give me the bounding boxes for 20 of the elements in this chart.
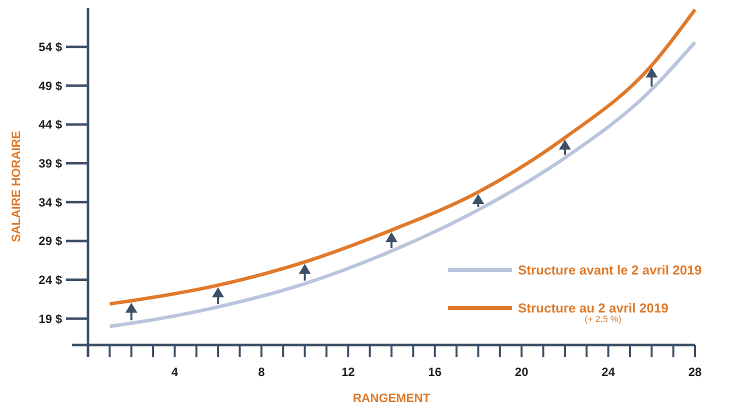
x-axis-title: RANGEMENT bbox=[352, 391, 431, 404]
x-tick-label: 24 bbox=[602, 365, 616, 379]
y-tick-label: 49 $ bbox=[38, 78, 62, 93]
y-axis-title: SALAIRE HORAIRE bbox=[9, 130, 23, 242]
y-tick-label: 34 $ bbox=[38, 195, 62, 210]
y-tick-label: 29 $ bbox=[38, 234, 62, 248]
x-tick-label: 12 bbox=[341, 365, 356, 379]
x-tick-label: 8 bbox=[258, 365, 266, 379]
x-tick-label: 28 bbox=[688, 365, 702, 379]
x-tick-label: 20 bbox=[514, 365, 529, 379]
y-tick-label: 24 $ bbox=[38, 272, 62, 287]
annotation: (+ 2,5 %) bbox=[584, 314, 622, 324]
x-tick-label: 16 bbox=[428, 365, 442, 379]
x-tick-label: 4 bbox=[171, 365, 178, 379]
y-tick-label: 44 $ bbox=[38, 118, 62, 132]
legend-label: Structure au 2 avril 2019 bbox=[518, 300, 668, 316]
y-tick-label: 39 $ bbox=[38, 156, 62, 170]
y-tick-label: 19 $ bbox=[38, 312, 62, 326]
y-tick-label: 54 $ bbox=[38, 40, 62, 54]
legend-label: Structure avant le 2 avril 2019 bbox=[518, 262, 702, 278]
